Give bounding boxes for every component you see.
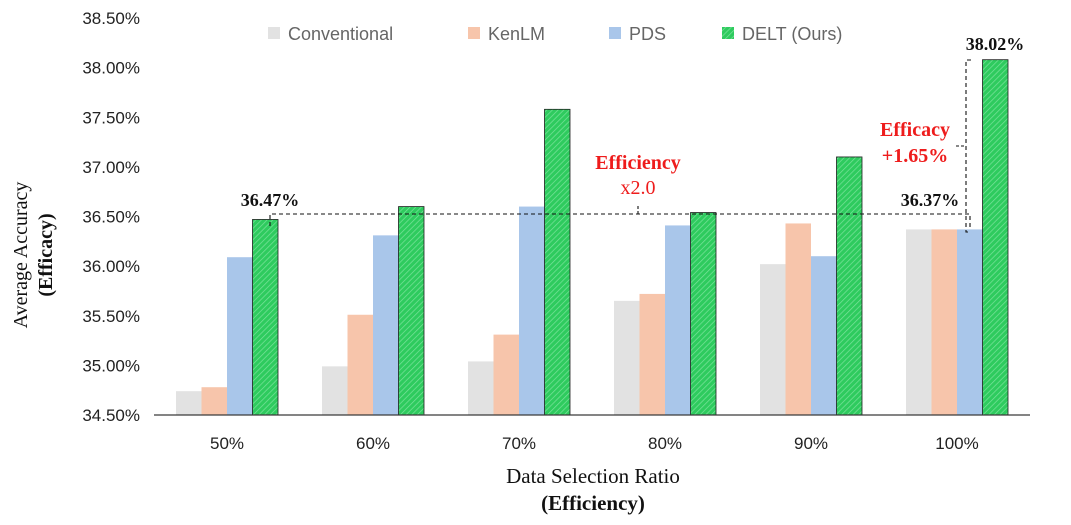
legend-label: Conventional: [288, 24, 393, 44]
bar-delt-ours-70pct: [544, 108, 571, 416]
legend: Conventional KenLM PDS DELT (Ours): [268, 24, 842, 44]
bar-delt-ours-50pct: [252, 219, 279, 416]
efficiency-bracket: [269, 213, 971, 228]
legend-label: KenLM: [488, 24, 545, 44]
x-tick-label: 60%: [356, 434, 390, 453]
legend-label: DELT (Ours): [742, 24, 842, 44]
y-tick-label: 37.50%: [82, 108, 140, 127]
legend-swatch: [722, 27, 734, 39]
bar-kenlm-80pct: [639, 293, 665, 415]
efficiency-annotation-value: x2.0: [621, 177, 656, 199]
x-tick-label: 70%: [502, 434, 536, 453]
bar-conventional-60pct: [322, 366, 348, 415]
bar-pds-50pct: [227, 257, 253, 415]
x-axis-title: Data Selection Ratio: [506, 464, 680, 488]
y-tick-label: 36.50%: [82, 208, 140, 227]
bar-delt-ours-100pct: [982, 59, 1009, 416]
bar-pds-70pct: [519, 206, 545, 415]
legend-label: PDS: [629, 24, 666, 44]
value-label-100-top: 38.02%: [966, 34, 1025, 54]
value-label-50: 36.47%: [241, 190, 300, 210]
x-tick-label: 80%: [648, 434, 682, 453]
y-tick-label: 38.00%: [82, 59, 140, 78]
y-tick-label: 37.00%: [82, 158, 140, 177]
bar-conventional-90pct: [760, 264, 786, 415]
y-tick-label: 36.00%: [82, 257, 140, 276]
y-tick-labels: 34.50% 35.00% 35.50% 36.00% 36.50% 37.00% 37.5…: [82, 9, 140, 425]
y-axis-title: Average Accuracy: [10, 182, 32, 329]
efficacy-annotation-title: Efficacy: [880, 119, 950, 141]
bar-pds-80pct: [665, 225, 691, 415]
bar-conventional-100pct: [906, 229, 932, 415]
bar-kenlm-90pct: [785, 223, 811, 415]
efficiency-annotation-title: Efficiency: [595, 152, 681, 174]
bar-conventional-50pct: [176, 391, 202, 415]
bar-conventional-80pct: [614, 300, 640, 415]
y-tick-label: 38.50%: [82, 9, 140, 28]
x-axis-subtitle: (Efficiency): [541, 491, 645, 515]
bar-delt-ours-60pct: [398, 206, 425, 416]
bar-pds-60pct: [373, 235, 399, 415]
efficacy-bracket: [965, 59, 971, 233]
x-tick-label: 50%: [210, 434, 244, 453]
y-tick-label: 35.50%: [82, 307, 140, 326]
x-tick-label: 90%: [794, 434, 828, 453]
bar-conventional-70pct: [468, 361, 494, 415]
bar-pds-100pct: [957, 229, 983, 415]
x-tick-labels: 50% 60% 70% 80% 90% 100%: [210, 434, 979, 453]
legend-swatch: [468, 27, 480, 39]
bar-kenlm-100pct: [931, 229, 957, 415]
efficacy-annotation-value: +1.65%: [882, 145, 948, 167]
bar-kenlm-70pct: [493, 334, 519, 415]
bar-pds-90pct: [811, 256, 837, 415]
bars: [176, 59, 1009, 416]
x-tick-label: 100%: [935, 434, 978, 453]
value-label-100-base: 36.37%: [901, 190, 960, 210]
y-axis-subtitle: (Efficacy): [35, 213, 57, 296]
y-tick-label: 35.00%: [82, 356, 140, 375]
legend-swatch: [268, 27, 280, 39]
bar-kenlm-50pct: [201, 387, 227, 415]
bar-delt-ours-90pct: [836, 156, 863, 416]
legend-swatch: [609, 27, 621, 39]
bar-kenlm-60pct: [347, 314, 373, 415]
y-tick-label: 34.50%: [82, 406, 140, 425]
bar-delt-ours-80pct: [690, 212, 717, 416]
